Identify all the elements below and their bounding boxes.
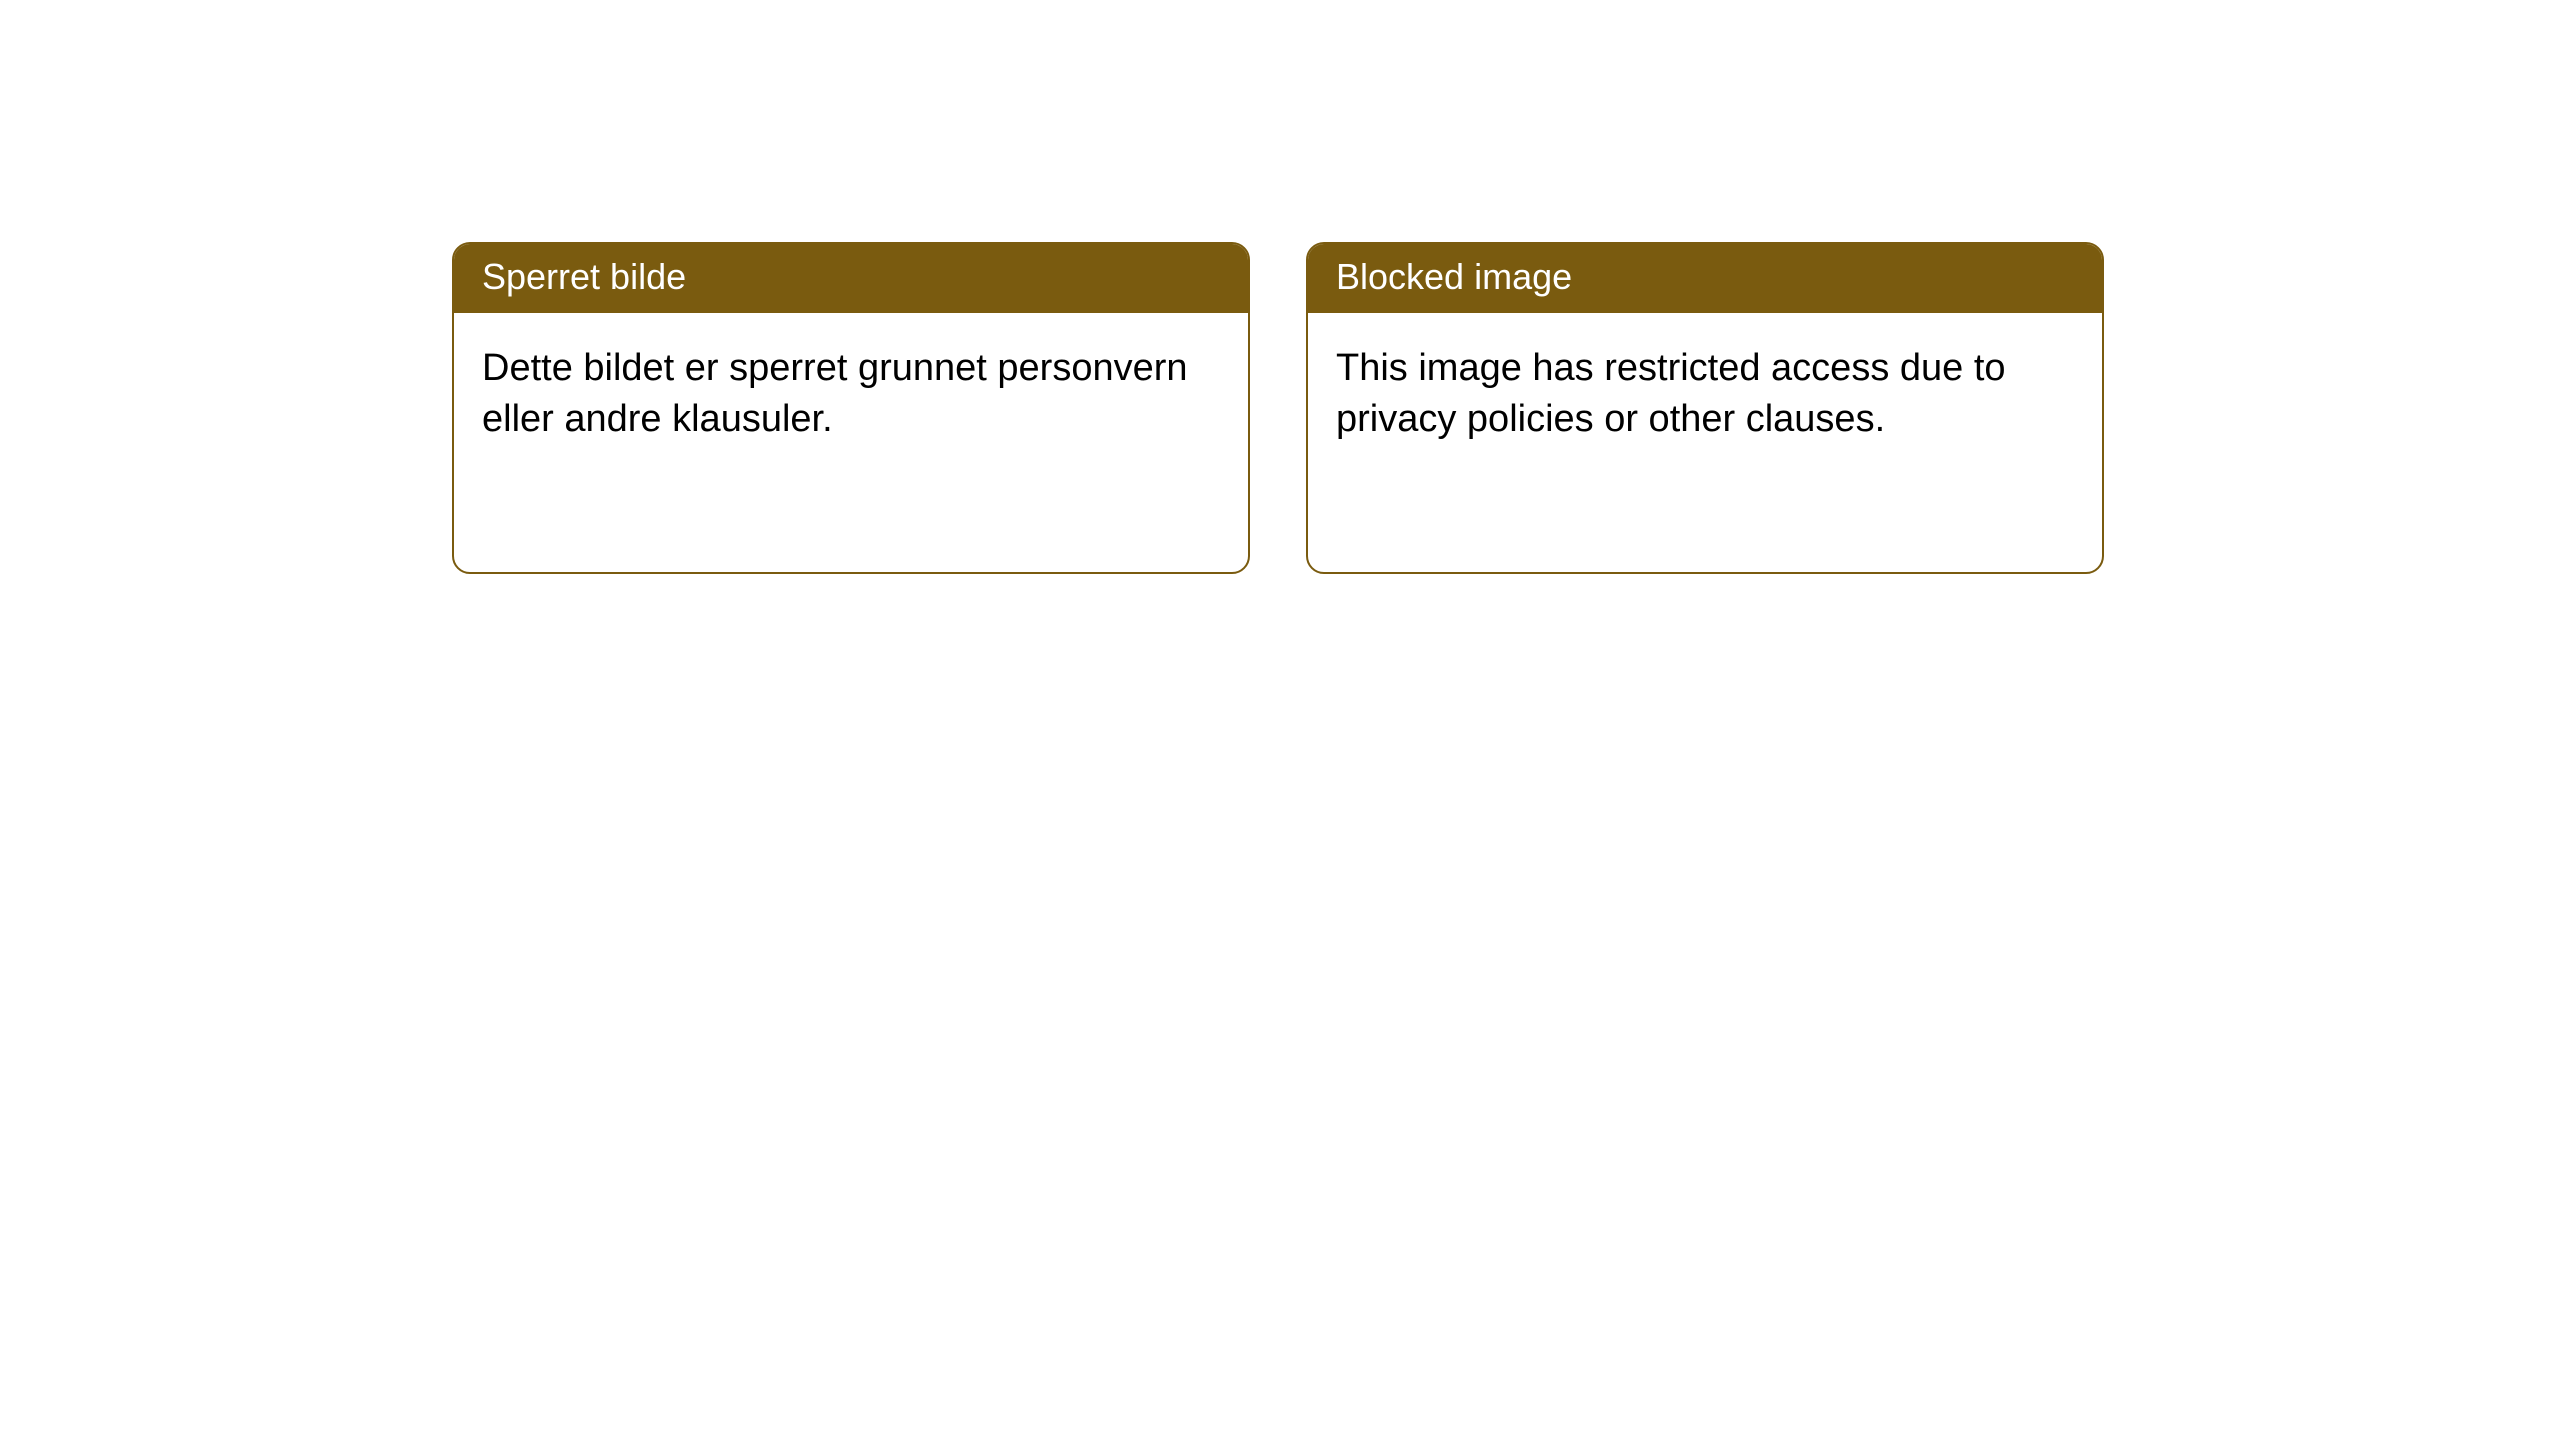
notice-card-header: Sperret bilde [454, 244, 1248, 313]
notice-card-message: Dette bildet er sperret grunnet personve… [482, 347, 1188, 440]
notice-card-title: Sperret bilde [482, 256, 686, 297]
notice-card-body: Dette bildet er sperret grunnet personve… [454, 313, 1248, 476]
notice-card-title: Blocked image [1336, 256, 1572, 297]
notice-card-english: Blocked image This image has restricted … [1306, 242, 2104, 574]
notice-card-body: This image has restricted access due to … [1308, 313, 2102, 476]
card-row: Sperret bilde Dette bildet er sperret gr… [0, 0, 2560, 574]
notice-card-norwegian: Sperret bilde Dette bildet er sperret gr… [452, 242, 1250, 574]
notice-card-message: This image has restricted access due to … [1336, 347, 2006, 440]
notice-card-header: Blocked image [1308, 244, 2102, 313]
